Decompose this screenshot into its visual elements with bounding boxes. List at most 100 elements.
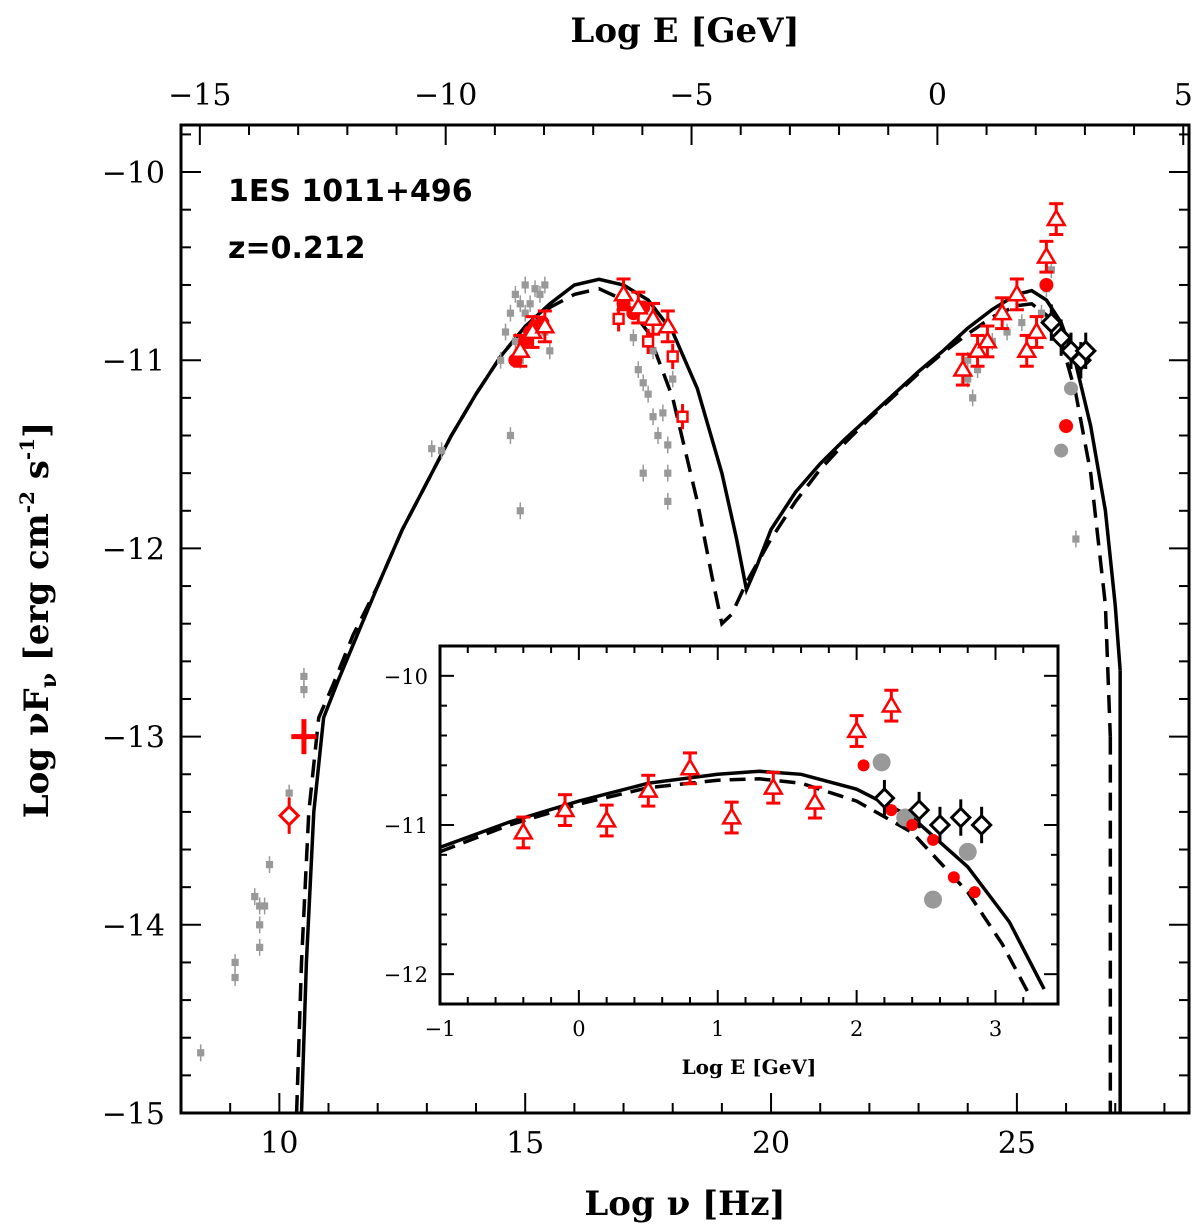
data-point-square: [256, 943, 264, 951]
data-point-square-open: [666, 350, 679, 363]
data-point-square: [501, 328, 510, 336]
data-point-square: [231, 958, 239, 967]
data-point-square: [659, 409, 667, 417]
x2-tick-label: 5: [1174, 78, 1193, 113]
data-point-square: [231, 973, 239, 982]
data-point-square: [1047, 266, 1055, 274]
y-axis-title: Log νFν [erg cm-2 s-1]: [15, 422, 62, 818]
data-point-triangle: [509, 339, 531, 358]
data-point-square: [285, 789, 293, 797]
x-tick-label: 15: [506, 1126, 544, 1161]
inset-data-points: [512, 688, 993, 909]
data-point-square: [1018, 319, 1026, 327]
data-point-square: [256, 902, 264, 910]
data-point-diamond: [928, 813, 952, 837]
data-point-circle: [1039, 277, 1054, 292]
data-point-square-open: [676, 410, 689, 423]
data-point-triangle: [679, 757, 701, 776]
y-title-units: [erg cm: [17, 513, 57, 661]
data-point-triangle: [991, 302, 1013, 321]
inset-ticks: −1 0 1 2 3−12−11−10: [384, 645, 1058, 1041]
data-point-square: [428, 445, 436, 453]
x2-tick-label: −10: [414, 78, 477, 113]
data-point-square: [531, 285, 539, 293]
data-point-circle: [958, 842, 977, 861]
data-point-triangle: [657, 315, 679, 334]
data-point-triangle: [554, 799, 576, 818]
y-title-sub: ν: [36, 673, 62, 688]
data-point-diamond: [873, 786, 896, 810]
data-point-circle: [924, 890, 943, 909]
data-point-triangle: [1035, 245, 1057, 264]
data-point-diamond: [907, 798, 931, 822]
data-point-square: [506, 431, 515, 440]
y-title-sup2: -1: [15, 438, 39, 460]
data-point-square: [497, 356, 505, 364]
x2-tick-label: 0: [928, 78, 947, 113]
inset-x-tick-label: 0: [572, 1017, 585, 1041]
main-ticks: 10 15 20 25−15−14−13−12−11−10−15 −10 −5 0 5: [102, 78, 1193, 1161]
data-point-triangle: [952, 358, 974, 377]
y-title-main: Log νF: [17, 688, 57, 818]
data-point-square: [541, 281, 549, 289]
data-point-diamond: [970, 813, 993, 837]
data-point-square: [260, 902, 269, 910]
data-point-square: [1003, 328, 1011, 336]
inset-y-tick-label: −11: [384, 814, 428, 838]
data-point-square: [669, 375, 677, 383]
x-tick-label: 20: [752, 1126, 790, 1161]
data-point-square: [546, 347, 554, 355]
data-point-square: [629, 334, 637, 342]
y-title-sup1: -2: [15, 491, 39, 513]
data-point-square: [511, 290, 519, 298]
data-point-triangle: [721, 806, 743, 825]
source-name: 1ES 1011+496: [228, 174, 473, 209]
data-point-circle: [857, 759, 870, 772]
data-point-triangle: [627, 296, 649, 315]
inset-x-axis-title: Log E [GeV]: [682, 1055, 817, 1079]
data-point-triangle: [762, 776, 784, 795]
data-point-triangle: [512, 821, 534, 840]
data-point-square: [526, 300, 534, 308]
data-point-square: [969, 394, 977, 402]
x-tick-label: 10: [260, 1126, 298, 1161]
inset-frame: [438, 644, 1060, 1006]
data-points: [197, 202, 1097, 1062]
y-tick-label: −14: [102, 909, 165, 944]
data-point-square: [664, 469, 672, 477]
data-point-diamond: [277, 804, 301, 827]
data-point-triangle: [1025, 321, 1048, 340]
data-point-square: [964, 356, 972, 364]
plot-frame: [179, 123, 1191, 1115]
inset-y-tick-label: −12: [384, 963, 428, 987]
inset-x-tick-label: −1: [425, 1017, 456, 1041]
top-axis-title: Log E [GeV]: [570, 11, 799, 51]
x2-tick-label: −15: [168, 78, 231, 113]
y-title-end: ]: [17, 422, 57, 438]
inset-x-tick-label: 1: [711, 1017, 724, 1041]
data-point-triangle: [880, 694, 902, 713]
data-point-triangle: [966, 339, 989, 358]
data-point-diamond: [1049, 326, 1073, 349]
data-point-triangle: [846, 720, 868, 739]
data-point-triangle: [637, 779, 659, 798]
model-curves: [294, 277, 1122, 1114]
data-point-square: [506, 309, 515, 317]
data-point-square: [536, 290, 544, 298]
data-point-triangle: [642, 307, 664, 326]
data-point-square: [664, 497, 672, 505]
data-point-circle: [927, 833, 940, 846]
data-point-triangle: [534, 315, 556, 334]
data-point-square: [649, 413, 657, 421]
model-dashed-line: [294, 286, 1113, 1114]
data-point-circle: [1054, 443, 1069, 458]
data-point-square: [639, 379, 647, 387]
data-point-triangle: [976, 330, 998, 349]
data-point-square: [256, 921, 264, 929]
data-point-square: [438, 446, 446, 455]
y-title-space: [17, 661, 57, 673]
data-point-diamond: [1040, 311, 1063, 334]
data-point-square: [511, 337, 519, 346]
y-tick-label: −13: [102, 721, 165, 756]
data-point-square: [649, 347, 657, 355]
